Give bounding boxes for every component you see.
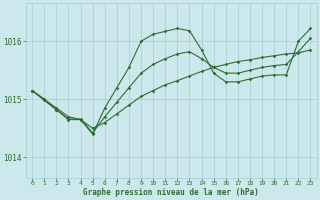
X-axis label: Graphe pression niveau de la mer (hPa): Graphe pression niveau de la mer (hPa) (84, 188, 259, 197)
